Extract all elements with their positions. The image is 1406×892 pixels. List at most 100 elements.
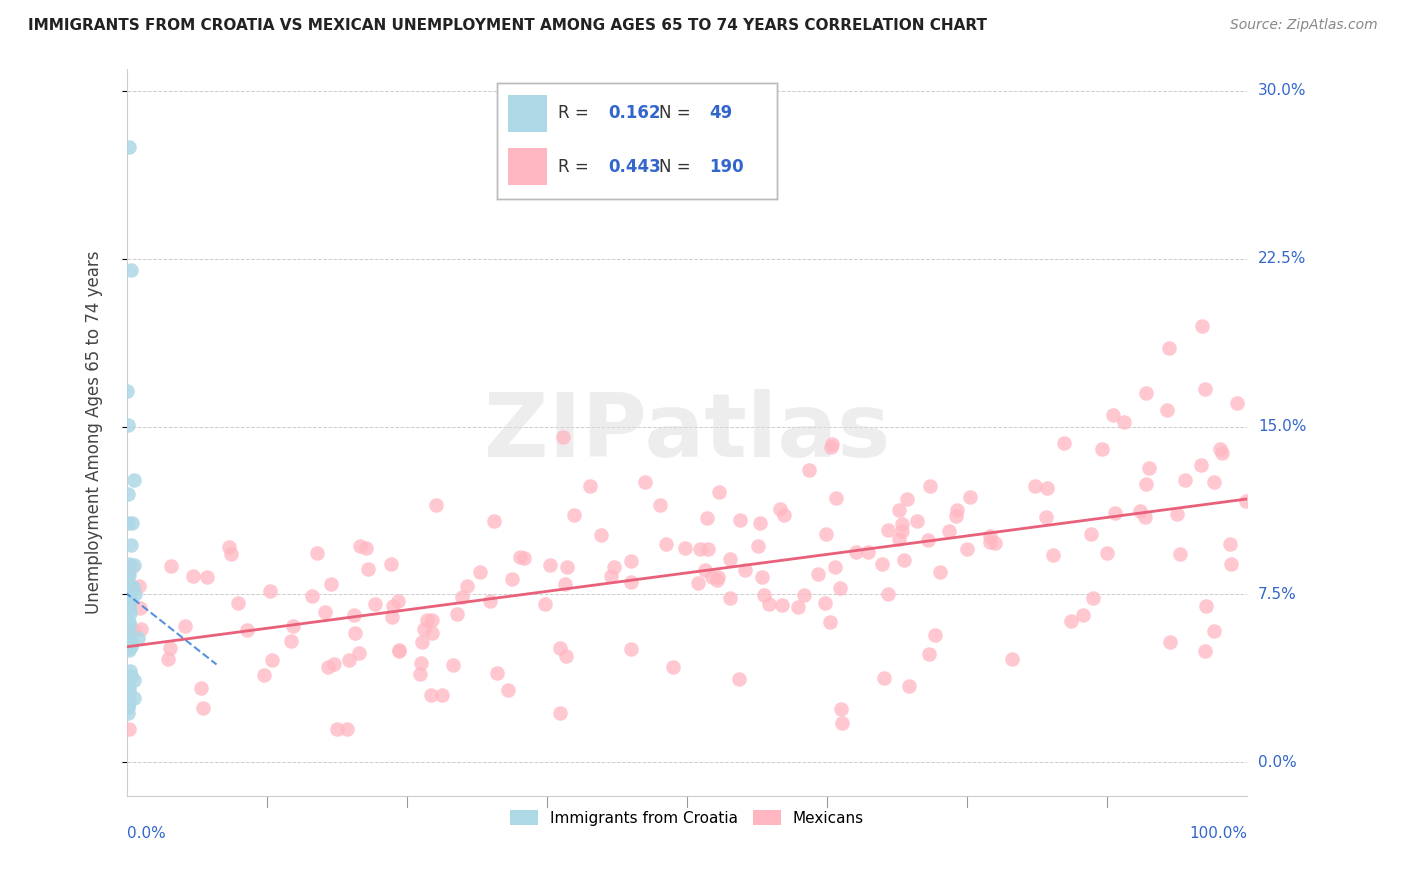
Point xyxy=(314,605,336,619)
Point xyxy=(873,671,896,685)
Point xyxy=(122,673,145,688)
Point xyxy=(513,551,536,566)
Point xyxy=(579,479,602,493)
Point xyxy=(634,475,657,489)
Point xyxy=(877,523,900,537)
Point xyxy=(118,615,141,630)
Point xyxy=(117,602,139,616)
Point xyxy=(343,626,366,640)
Point xyxy=(117,140,139,154)
Point xyxy=(118,591,141,605)
Point xyxy=(419,688,441,702)
Point xyxy=(695,563,717,577)
Point xyxy=(686,575,709,590)
Point xyxy=(451,590,474,604)
Point xyxy=(411,635,433,649)
Point xyxy=(118,683,141,698)
Point xyxy=(820,615,842,629)
Point xyxy=(589,528,612,542)
Point xyxy=(702,570,724,584)
Point xyxy=(118,680,141,694)
Point xyxy=(321,577,343,591)
Point xyxy=(236,624,259,638)
Point xyxy=(1104,506,1126,520)
Point xyxy=(124,691,146,706)
Point xyxy=(1001,652,1024,666)
Point xyxy=(122,624,145,639)
Point xyxy=(920,479,942,493)
Point xyxy=(120,581,142,595)
Point xyxy=(485,665,508,680)
Point xyxy=(337,653,360,667)
Point xyxy=(117,567,139,582)
Point xyxy=(117,615,139,630)
Point xyxy=(877,587,900,601)
Point xyxy=(887,532,910,546)
Point xyxy=(946,503,969,517)
Text: 0.0%: 0.0% xyxy=(1258,755,1296,770)
Text: 22.5%: 22.5% xyxy=(1258,252,1306,266)
Point xyxy=(387,594,409,608)
Point xyxy=(858,544,880,558)
Point xyxy=(388,644,411,658)
Point xyxy=(554,648,576,663)
Point xyxy=(1083,591,1105,606)
Point xyxy=(129,623,152,637)
Point xyxy=(159,559,181,574)
Text: 30.0%: 30.0% xyxy=(1258,83,1306,98)
Point xyxy=(1156,402,1178,417)
Point xyxy=(602,559,624,574)
Text: ZIPatlas: ZIPatlas xyxy=(484,389,890,475)
Point xyxy=(173,619,195,633)
Point xyxy=(120,635,142,649)
Point xyxy=(562,508,585,522)
Point xyxy=(115,681,138,696)
Point xyxy=(121,580,143,594)
Point xyxy=(281,619,304,633)
Y-axis label: Unemployment Among Ages 65 to 74 years: Unemployment Among Ages 65 to 74 years xyxy=(86,251,103,614)
Point xyxy=(787,600,810,615)
Point xyxy=(754,588,776,602)
Point xyxy=(381,599,404,613)
Point xyxy=(118,606,141,620)
Point xyxy=(1024,479,1046,493)
Point xyxy=(1191,318,1213,333)
Point xyxy=(159,640,181,655)
Point xyxy=(456,579,478,593)
Point xyxy=(468,566,491,580)
Point xyxy=(117,418,139,433)
Point xyxy=(758,598,780,612)
Point xyxy=(984,536,1007,550)
Point xyxy=(814,596,837,610)
Point xyxy=(482,514,505,528)
Point xyxy=(226,596,249,610)
Point xyxy=(118,722,141,736)
Point xyxy=(1194,382,1216,396)
Point xyxy=(831,716,853,731)
Point xyxy=(707,485,730,500)
Point xyxy=(124,586,146,600)
Point xyxy=(1112,415,1135,429)
Point xyxy=(117,577,139,591)
Point xyxy=(496,682,519,697)
Point xyxy=(1166,508,1188,522)
Point xyxy=(1036,482,1059,496)
Point xyxy=(301,589,323,603)
Text: Source: ZipAtlas.com: Source: ZipAtlas.com xyxy=(1230,18,1378,32)
Point xyxy=(118,622,141,636)
Point xyxy=(959,491,981,505)
Point xyxy=(117,487,139,501)
Point xyxy=(280,634,302,648)
Point xyxy=(1129,504,1152,518)
Point xyxy=(696,511,718,525)
Point xyxy=(122,473,145,487)
Point xyxy=(718,591,741,606)
Point xyxy=(118,601,141,615)
Point xyxy=(120,664,142,678)
Point xyxy=(821,437,844,451)
Point xyxy=(117,696,139,710)
Point xyxy=(979,534,1001,549)
Point xyxy=(1170,548,1192,562)
Point xyxy=(654,537,676,551)
Point xyxy=(349,540,371,554)
